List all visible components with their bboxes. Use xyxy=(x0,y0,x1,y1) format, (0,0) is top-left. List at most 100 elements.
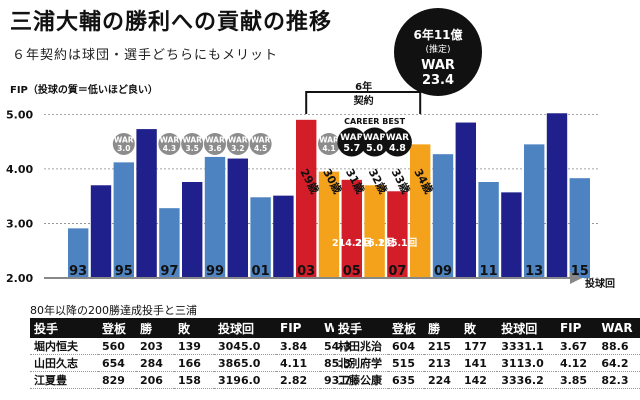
table-cell: 3113.0 xyxy=(497,354,556,372)
table-cell: 88.6 xyxy=(597,338,640,355)
table-cell: 158 xyxy=(174,371,214,389)
table-cell: 3.85 xyxy=(555,371,598,389)
page-title: 三浦大輔の勝利への貢献の推移 xyxy=(10,10,333,35)
bar-2002 xyxy=(273,195,294,278)
bar-1995 xyxy=(113,162,134,278)
badge-war-label: WAR xyxy=(421,58,455,73)
table-header-cell: 敗 xyxy=(174,318,214,338)
table-cell: 224 xyxy=(423,371,460,389)
table-cell: 515 xyxy=(388,354,424,372)
pitcher-name: 北別府学 xyxy=(334,354,389,372)
bar-2012 xyxy=(501,192,522,278)
war-circle-1997 xyxy=(158,133,181,155)
war-big-circle-2007 xyxy=(382,127,412,157)
bar-2008 xyxy=(410,144,431,278)
y-tick-label: 5.00 xyxy=(6,108,33,121)
table-cell: 4.11 xyxy=(276,354,320,372)
war-circle-1998 xyxy=(181,133,204,155)
badge-war-value: 23.4 xyxy=(421,73,455,88)
war-circle-value: 3.6 xyxy=(208,144,221,153)
table-cell: 829 xyxy=(98,371,136,389)
table-cell: 142 xyxy=(459,371,498,389)
x-tick-label: 05 xyxy=(343,264,361,279)
table-header-cell: 勝 xyxy=(423,318,460,338)
x-axis-label: 投球回 xyxy=(585,277,615,290)
table-header-cell: 投手 xyxy=(30,318,98,338)
x-tick-label: 11 xyxy=(480,264,498,279)
bar-2001 xyxy=(250,197,271,278)
war-big-value: 4.8 xyxy=(389,143,406,154)
bar-1996 xyxy=(136,129,157,278)
bar-1993 xyxy=(68,228,89,278)
war-circle-1999 xyxy=(204,133,226,155)
war-big-value: 5.7 xyxy=(343,143,360,154)
x-tick-label: 07 xyxy=(388,264,406,279)
pitcher-name: 村田兆治 xyxy=(334,338,389,355)
bar-1997 xyxy=(159,208,180,278)
pitcher-table-right: 投手 登板勝敗投球回 FIP WAR 村田兆治 604 215 177 3331.1 3.67 8… xyxy=(334,318,640,389)
y-tick-label: 3.00 xyxy=(6,217,33,230)
bar-1998 xyxy=(182,182,203,278)
bar-2014 xyxy=(546,113,568,278)
bar-2005 xyxy=(341,179,362,278)
x-tick-label: 93 xyxy=(69,264,87,279)
war-big-label: WAR xyxy=(340,133,363,143)
table-row: 北別府学 515 213 141 3113.0 4.12 64.2 xyxy=(334,354,640,372)
contract-label-line1: 6年 xyxy=(355,80,372,93)
table-cell: 64.2 xyxy=(597,354,640,372)
war-circle-value: 4.5 xyxy=(254,144,267,153)
y-axis-label: FIP（投球の質＝低いほど良い） xyxy=(10,83,158,96)
x-tick-label: 13 xyxy=(525,264,543,279)
x-tick-label: 03 xyxy=(297,264,315,279)
table-cell: 139 xyxy=(174,338,214,355)
table-cell: 203 xyxy=(136,338,174,355)
innings-label: 216.2回 xyxy=(355,238,395,249)
bar-2000 xyxy=(227,158,248,278)
page-subtitle: ６年契約は球団・選手どちらにもメリット xyxy=(12,48,279,63)
bar-1994 xyxy=(90,185,112,278)
war-circle-label: WAR xyxy=(114,136,134,145)
war-circle-label: WAR xyxy=(205,136,225,145)
table-cell: 3045.0 xyxy=(214,338,276,355)
war-circle-2000 xyxy=(226,133,249,155)
war-circle-label: WAR xyxy=(182,136,202,145)
table-cell: 654 xyxy=(98,354,136,372)
war-circle-label: WAR xyxy=(228,136,248,145)
table-cell: 3196.0 xyxy=(214,371,276,389)
x-tick-label: 95 xyxy=(115,264,133,279)
table-row: 村田兆治 604 215 177 3331.1 3.67 88.6 xyxy=(334,338,640,355)
table-cell: 3865.0 xyxy=(214,354,276,372)
bar-2010 xyxy=(455,122,476,278)
bar-2007 xyxy=(387,191,408,278)
war-circle-value: 3.0 xyxy=(117,144,130,153)
x-tick-label: 97 xyxy=(160,264,178,279)
badge-contract-text: 6年11億 xyxy=(413,28,463,42)
table-cell: 3331.1 xyxy=(497,338,556,355)
war-circle-label: WAR xyxy=(160,136,180,145)
table-header-cell: 敗 xyxy=(459,318,498,338)
bar-2015 xyxy=(569,178,590,278)
bar-2013 xyxy=(524,144,545,278)
y-tick-label: 4.00 xyxy=(6,163,33,176)
war-big-label: WAR xyxy=(363,133,386,143)
table-cell: 4.12 xyxy=(555,354,598,372)
war-circle-label: WAR xyxy=(251,136,271,145)
table-cell: 3.84 xyxy=(276,338,320,355)
table-cell: 284 xyxy=(136,354,174,372)
table-cell: 213 xyxy=(423,354,460,372)
bar-2003 xyxy=(296,119,317,279)
table-header-cell: 登板 xyxy=(388,318,424,338)
table-cell: 206 xyxy=(136,371,174,389)
table-header-cell: 投手 xyxy=(334,318,389,338)
x-tick-label: 15 xyxy=(571,264,589,279)
pitcher-name: 江夏豊 xyxy=(30,371,98,389)
table-cell: 166 xyxy=(174,354,214,372)
war-big-value: 5.0 xyxy=(366,143,383,154)
war-circle-value: 3.2 xyxy=(231,144,244,153)
bar-2011 xyxy=(478,182,499,278)
war-circle-2004 xyxy=(318,133,340,155)
x-tick-label: 09 xyxy=(434,264,452,279)
table-cell: 635 xyxy=(388,371,424,389)
